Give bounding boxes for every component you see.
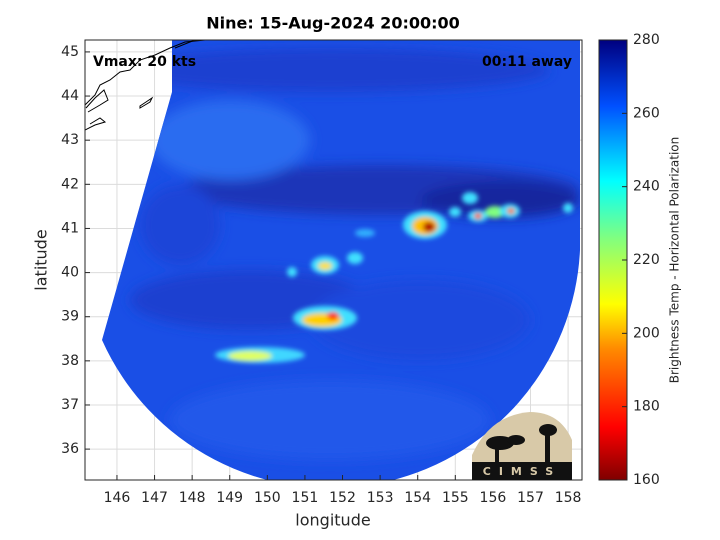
- y-tick-label: 38: [61, 353, 79, 369]
- colorbar-tick-label: 180: [633, 399, 660, 415]
- y-tick-label: 45: [61, 44, 79, 60]
- x-tick-label: 149: [216, 490, 243, 506]
- x-tick-label: 146: [104, 490, 131, 506]
- y-tick-label: 43: [61, 132, 79, 148]
- y-tick-label: 40: [61, 265, 79, 281]
- y-tick-label: 39: [61, 309, 79, 325]
- x-tick-label: 155: [442, 490, 469, 506]
- x-tick-label: 154: [404, 490, 431, 506]
- annotation: 00:11 away: [482, 54, 572, 70]
- coastline: [85, 40, 206, 131]
- colorbar-tick-label: 220: [633, 252, 660, 268]
- y-tick-label: 37: [61, 397, 79, 413]
- logo-text: CIMSS: [483, 465, 561, 478]
- logo: CIMSS: [472, 412, 572, 480]
- x-tick-label: 150: [254, 490, 281, 506]
- colorbar-tick-label: 280: [633, 32, 660, 48]
- x-tick-label: 151: [292, 490, 319, 506]
- x-tick-label: 156: [480, 490, 507, 506]
- x-tick-label: 152: [329, 490, 356, 506]
- x-tick-label: 157: [517, 490, 544, 506]
- x-tick-label: 148: [179, 490, 206, 506]
- x-tick-label: 158: [555, 490, 582, 506]
- annotation: Vmax: 20 kts: [93, 54, 196, 70]
- colorbar-tick-label: 240: [633, 179, 660, 195]
- chart-title: Nine: 15-Aug-2024 20:00:00: [206, 14, 460, 33]
- y-tick-label: 36: [61, 441, 79, 457]
- x-axis-label: longitude: [295, 511, 370, 530]
- x-tick-label: 153: [367, 490, 394, 506]
- colorbar-tick-label: 260: [633, 105, 660, 121]
- colorbar-tick-label: 200: [633, 325, 660, 341]
- y-axis-label: latitude: [32, 229, 51, 290]
- ticks: 146 147 148 149 150 151 152 153 154 155 156 157 158 3…: [61, 44, 581, 506]
- colorbar-label: Brightness Temp - Horizontal Polarizatio…: [668, 137, 682, 384]
- satellite-swath: [102, 40, 580, 480]
- x-tick-label: 147: [141, 490, 168, 506]
- y-tick-label: 42: [61, 176, 79, 192]
- axes-box: [84, 39, 583, 481]
- colorbar-tick-label: 160: [633, 472, 660, 488]
- y-tick-label: 44: [61, 88, 79, 104]
- y-tick-label: 41: [61, 220, 79, 236]
